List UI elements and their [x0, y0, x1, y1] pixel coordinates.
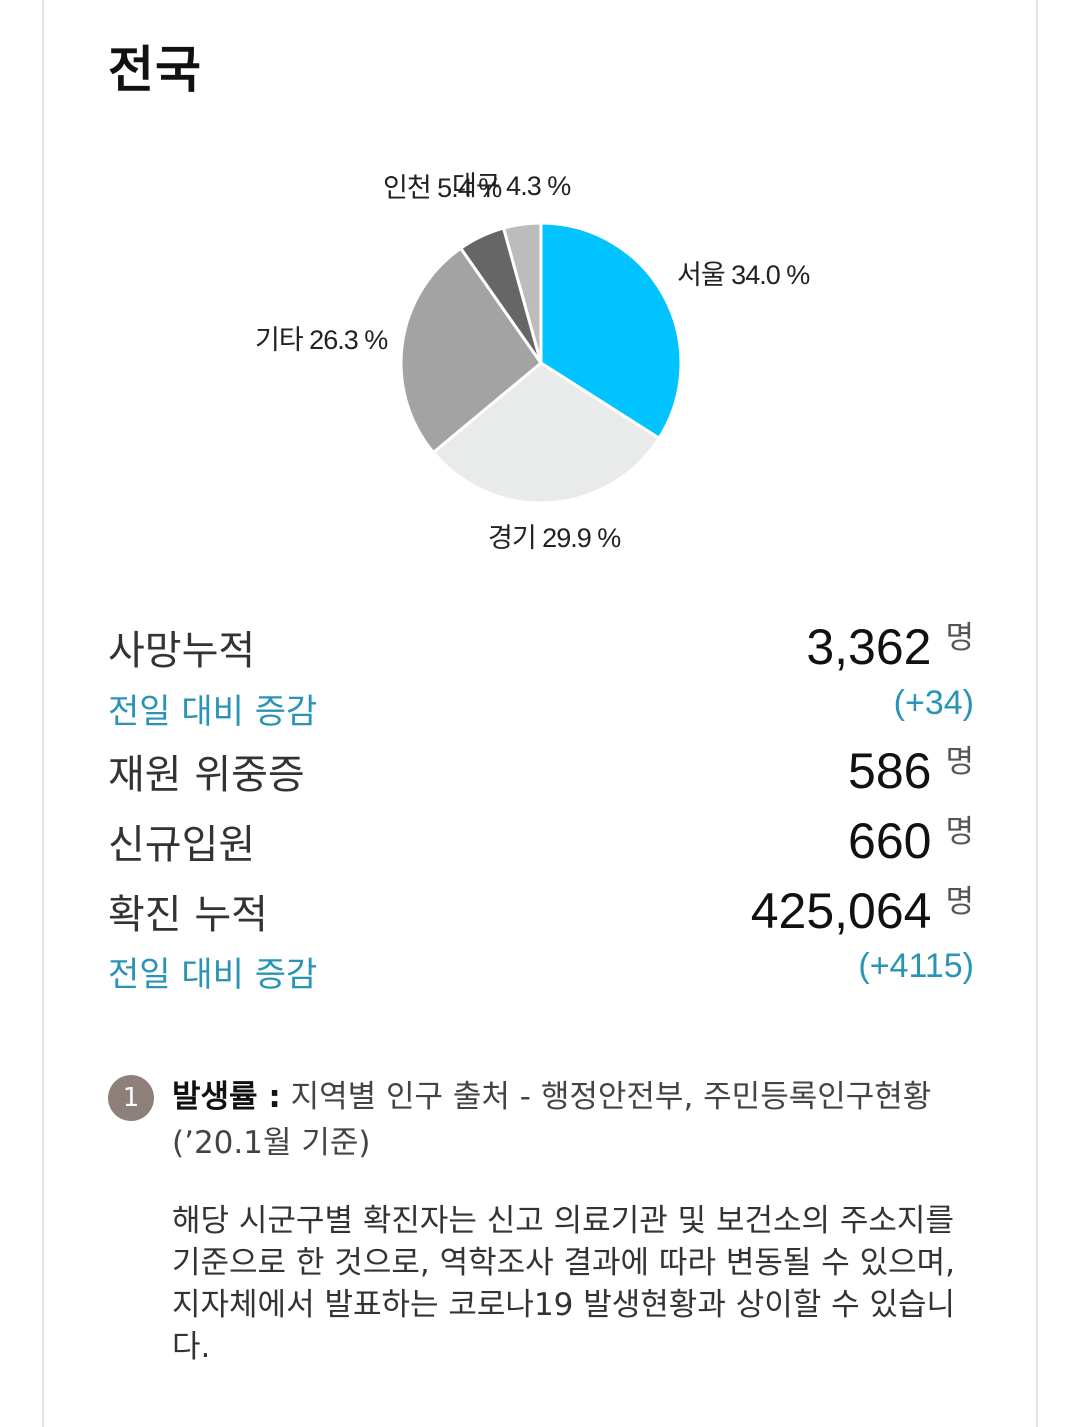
- confirmed-value: 425,064: [750, 883, 932, 939]
- pie-label-경기: 경기 29.9 %: [488, 523, 621, 553]
- pie-label-서울: 서울 34.0 %: [677, 260, 810, 290]
- note-heading: 발생률 :: [172, 1079, 281, 1115]
- confirmed-row: 확진 누적 425,064 명: [108, 882, 974, 942]
- note-number-badge: 1: [108, 1075, 154, 1121]
- admitted-value: 660: [848, 813, 932, 869]
- deaths-label: 사망누적: [108, 628, 256, 674]
- critical-unit: 명: [945, 744, 974, 780]
- critical-value: 586: [848, 743, 932, 799]
- deaths-row: 사망누적 3,362 명: [108, 618, 974, 678]
- pie-label-인천: 인천 5.4 %: [383, 173, 502, 203]
- pie-slice-기타: [399, 246, 544, 455]
- deaths-delta-value: (+34): [893, 684, 974, 722]
- critical-row: 재원 위중증 586 명: [108, 742, 974, 802]
- deaths-value: 3,362: [806, 619, 932, 675]
- pie-chart: 서울 34.0 % 경기 29.9 % 기타 26.3 % 인천 5.4 %대구 4.…: [255, 171, 811, 553]
- confirmed-unit: 명: [945, 884, 974, 920]
- note-body: 해당 시군구별 확진자는 신고 의료기관 및 보건소의 주소지를 기준으로 한 …: [172, 1203, 956, 1365]
- confirmed-delta-label: 전일 대비 증감: [108, 955, 318, 995]
- deaths-unit: 명: [945, 620, 974, 656]
- note-text: 지역별 인구 출처 - 행정안전부, 주민등록인구현황 (’20.1월 기준): [172, 1079, 932, 1161]
- deaths-delta-label: 전일 대비 증감: [108, 692, 318, 732]
- pie-label-대구: 대구 4.3 %: [452, 171, 571, 201]
- pie-slice-경기: [431, 361, 662, 505]
- pie-label-기타: 기타 26.3 %: [255, 325, 388, 355]
- note-source: 발생률 : 지역별 인구 출처 - 행정안전부, 주민등록인구현황 (’20.1…: [172, 1074, 992, 1166]
- admitted-unit: 명: [945, 814, 974, 850]
- confirmed-delta-row: 전일 대비 증감 (+4115): [108, 947, 974, 1007]
- confirmed-label: 확진 누적: [108, 892, 268, 938]
- critical-label: 재원 위중증: [108, 752, 305, 798]
- admitted-label: 신규입원: [108, 822, 256, 868]
- admitted-row: 신규입원 660 명: [108, 812, 974, 872]
- pie-slice-대구: [501, 221, 543, 364]
- deaths-delta-row: 전일 대비 증감 (+34): [108, 684, 974, 744]
- page-title: 전국: [108, 41, 202, 99]
- confirmed-delta-value: (+4115): [858, 947, 974, 985]
